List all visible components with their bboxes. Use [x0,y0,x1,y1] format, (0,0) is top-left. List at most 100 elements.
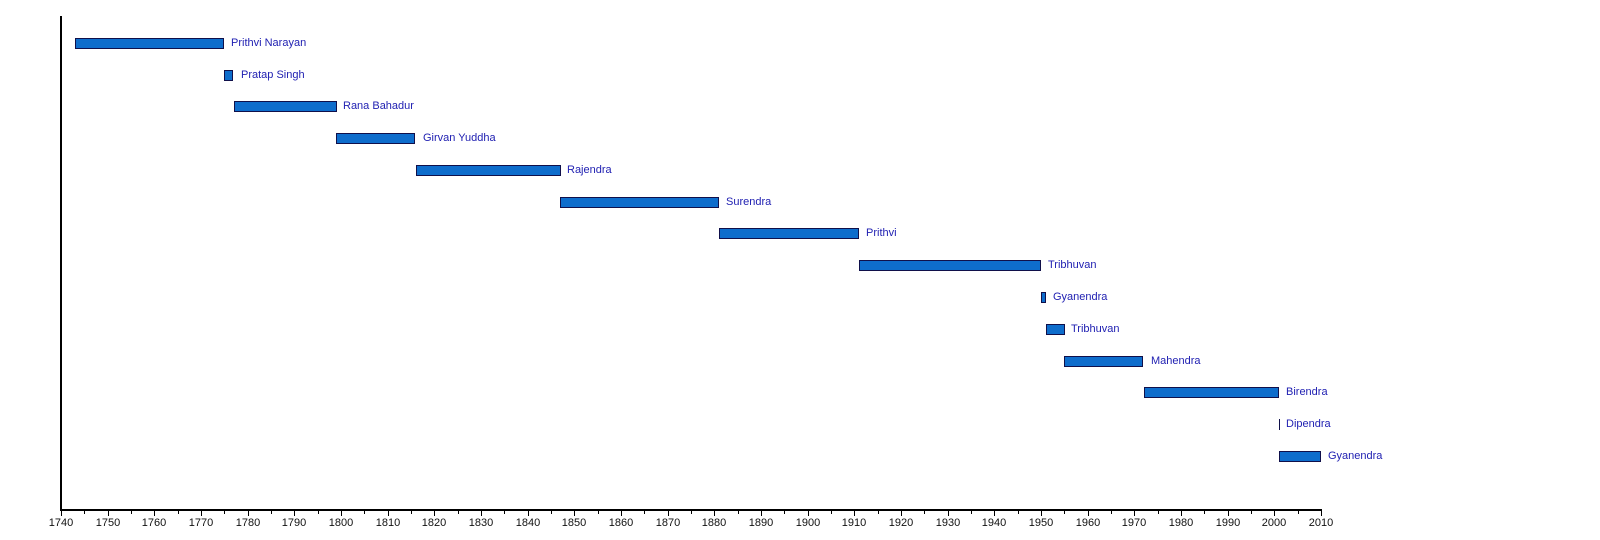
reign-label[interactable]: Mahendra [1151,355,1201,367]
x-axis-minor-tick [364,511,365,514]
reign-bar [416,165,561,176]
x-axis-major-tick [528,511,529,516]
x-tick-label: 1750 [95,517,121,529]
y-axis-line [60,16,62,511]
x-tick-label: 1950 [1028,517,1054,529]
x-tick-label: 1890 [748,517,774,529]
x-axis-minor-tick [318,511,319,514]
x-axis-minor-tick [224,511,225,514]
reign-label[interactable]: Birendra [1286,386,1328,398]
x-axis-minor-tick [878,511,879,514]
x-axis-major-tick [294,511,295,516]
reign-bar [1279,451,1321,462]
x-axis-minor-tick [1064,511,1065,514]
x-axis-minor-tick [1158,511,1159,514]
x-axis-major-tick [761,511,762,516]
reign-bar [75,38,224,49]
reign-bar [234,101,337,112]
reign-label[interactable]: Girvan Yuddha [423,132,496,144]
x-tick-label: 1840 [515,517,541,529]
x-axis-minor-tick [551,511,552,514]
x-axis-minor-tick [691,511,692,514]
x-tick-label: 1920 [888,517,914,529]
reign-bar [1046,324,1065,335]
x-tick-label: 1880 [701,517,727,529]
reign-bar [1144,387,1279,398]
x-axis-major-tick [808,511,809,516]
x-tick-label: 1810 [375,517,401,529]
x-tick-label: 1910 [841,517,867,529]
reign-label[interactable]: Rajendra [567,164,612,176]
x-axis-major-tick [248,511,249,516]
x-axis-major-tick [994,511,995,516]
reign-label[interactable]: Pratap Singh [241,69,305,81]
x-tick-label: 1990 [1215,517,1241,529]
x-tick-label: 1760 [141,517,167,529]
reign-label[interactable]: Prithvi Narayan [231,37,307,49]
reign-bar [560,197,719,208]
x-axis-major-tick [481,511,482,516]
x-axis-major-tick [621,511,622,516]
x-tick-label: 1980 [1168,517,1194,529]
x-axis-minor-tick [598,511,599,514]
x-axis-major-tick [61,511,62,516]
x-tick-label: 1870 [655,517,681,529]
reign-label[interactable]: Tribhuvan [1071,323,1120,335]
x-axis-major-tick [1321,511,1322,516]
reign-label[interactable]: Tribhuvan [1048,259,1097,271]
x-tick-label: 2010 [1308,517,1334,529]
x-axis-line [60,509,1322,511]
x-axis-major-tick [668,511,669,516]
x-axis-major-tick [1088,511,1089,516]
x-axis-minor-tick [178,511,179,514]
reign-bar [224,70,233,81]
x-tick-label: 1850 [561,517,587,529]
x-tick-label: 1820 [421,517,447,529]
x-axis-minor-tick [271,511,272,514]
reign-label[interactable]: Prithvi [866,227,897,239]
x-axis-major-tick [154,511,155,516]
reign-bar [1041,292,1046,303]
x-axis-minor-tick [411,511,412,514]
x-axis-minor-tick [971,511,972,514]
reign-label[interactable]: Dipendra [1286,418,1331,430]
reign-label[interactable]: Gyanendra [1053,291,1108,303]
reign-bar [859,260,1041,271]
x-axis-major-tick [108,511,109,516]
x-axis-minor-tick [1251,511,1252,514]
x-axis-minor-tick [1018,511,1019,514]
x-tick-label: 1770 [188,517,214,529]
x-axis-major-tick [1134,511,1135,516]
reign-label[interactable]: Gyanendra [1328,450,1383,462]
reign-bar [1279,419,1280,430]
x-tick-label: 1970 [1121,517,1147,529]
reign-label[interactable]: Surendra [726,196,772,208]
x-axis-major-tick [1041,511,1042,516]
x-axis-major-tick [714,511,715,516]
x-axis-major-tick [1181,511,1182,516]
x-axis-major-tick [341,511,342,516]
x-axis-minor-tick [131,511,132,514]
reign-bar [719,228,859,239]
x-tick-label: 1960 [1075,517,1101,529]
x-tick-label: 1790 [281,517,307,529]
x-tick-label: 1780 [235,517,261,529]
x-axis-major-tick [574,511,575,516]
x-axis-minor-tick [831,511,832,514]
x-tick-label: 1740 [48,517,74,529]
reign-label[interactable]: Rana Bahadur [343,100,414,112]
x-axis-major-tick [434,511,435,516]
x-tick-label: 2000 [1261,517,1287,529]
x-tick-label: 1800 [328,517,354,529]
x-axis-minor-tick [784,511,785,514]
x-axis-major-tick [901,511,902,516]
x-axis-minor-tick [1111,511,1112,514]
x-tick-label: 1940 [981,517,1007,529]
x-axis-major-tick [854,511,855,516]
x-axis-minor-tick [924,511,925,514]
x-tick-label: 1930 [935,517,961,529]
x-axis-minor-tick [1298,511,1299,514]
x-axis-minor-tick [1204,511,1205,514]
x-axis-major-tick [1228,511,1229,516]
x-axis-minor-tick [738,511,739,514]
